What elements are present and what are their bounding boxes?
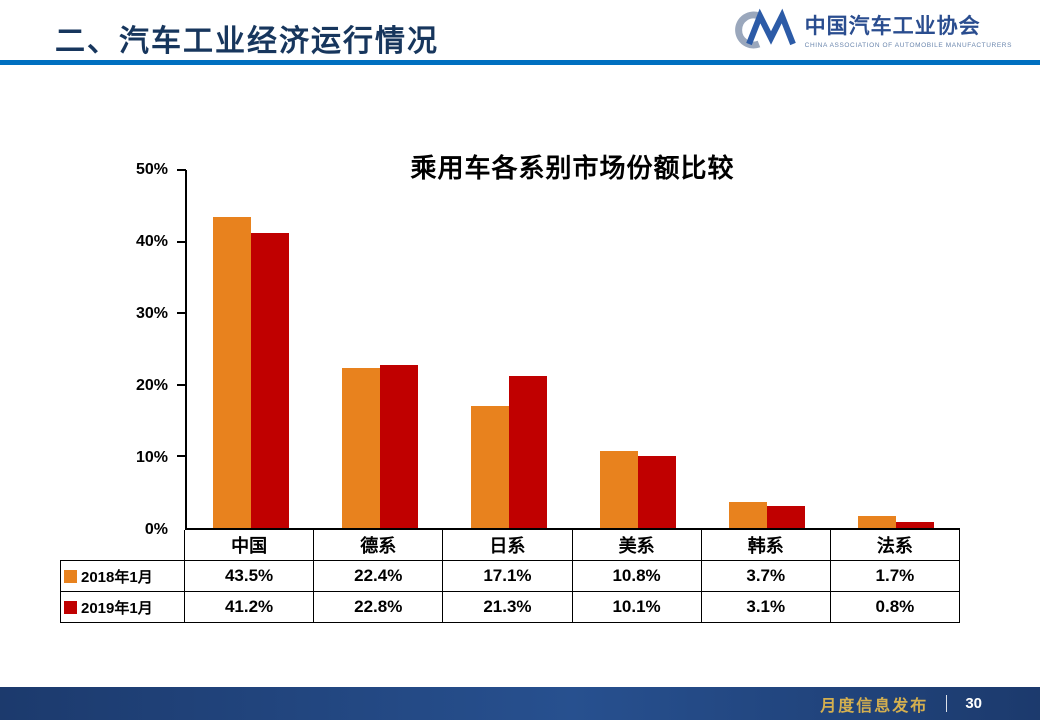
y-axis-labels: 0% 10% 20% 30% 40% 50%: [110, 161, 178, 538]
bar-2019年1月-日系: [509, 375, 548, 528]
category-header-cell: 中国: [185, 530, 315, 561]
bar-2018年1月-日系: [471, 405, 510, 528]
bar-2018年1月-德系: [342, 367, 381, 528]
bar-2019年1月-德系: [380, 364, 419, 528]
value-cell: 0.8%: [830, 592, 960, 623]
value-cell: 1.7%: [830, 561, 960, 592]
legend-swatch: [64, 569, 77, 583]
value-cell: 10.1%: [572, 592, 702, 623]
category-header-cell: 韩系: [701, 530, 831, 561]
page-title: 二、汽车工业经济运行情况: [55, 25, 439, 58]
category-header-cell: 日系: [443, 530, 573, 561]
chart-title: 乘用车各系别市场份额比较: [410, 153, 735, 183]
value-cell: 3.1%: [701, 592, 831, 623]
y-axis-tick-label: 40%: [135, 233, 168, 250]
y-axis-tick-mark: [177, 455, 186, 458]
y-axis-tick-label: 30%: [135, 305, 168, 322]
y-axis-tick-mark: [177, 383, 186, 386]
category-header-cell: 法系: [830, 530, 960, 561]
y-axis-tick-label: 50%: [135, 161, 168, 178]
bar-2018年1月-美系: [599, 450, 638, 528]
caam-logo-icon: [734, 8, 796, 49]
bar-group-美系: [573, 170, 702, 528]
legend-swatch: [64, 600, 77, 614]
category-header-cell: 美系: [572, 530, 702, 561]
value-cell: 10.8%: [572, 561, 702, 592]
value-cell: 22.4%: [314, 561, 444, 592]
value-cell: 17.1%: [443, 561, 573, 592]
y-axis-tick-label: 20%: [135, 377, 168, 394]
table-corner-cell: [60, 530, 185, 561]
y-axis-tick-label: 0%: [144, 521, 168, 538]
data-table: 中国 德系 日系 美系 韩系 法系 2018年1月 43.5% 22.4% 17.1% 10.8% 3…: [60, 530, 960, 623]
caam-logo-name: 中国汽车工业协会: [804, 14, 981, 38]
y-axis-tick-label: 10%: [135, 449, 168, 466]
category-header-cell: 德系: [314, 530, 444, 561]
value-cell: 22.8%: [314, 592, 444, 623]
y-axis-tick-mark: [177, 312, 186, 315]
bar-2019年1月-美系: [637, 455, 676, 528]
bar-2018年1月-韩系: [728, 501, 767, 528]
legend-cell: 2019年1月: [60, 592, 185, 623]
bar-group-韩系: [702, 170, 831, 528]
page-number: 30: [965, 695, 982, 712]
caam-logo-subtitle: CHINA ASSOCIATION OF AUTOMOBILE MANUFACT…: [804, 41, 1012, 49]
y-axis-tick-mark: [177, 169, 186, 171]
plot-area: [177, 169, 960, 530]
bar-2018年1月-法系: [857, 515, 896, 528]
bar-2018年1月-中国: [213, 216, 252, 528]
value-cell: 3.7%: [701, 561, 831, 592]
header-underline: [0, 60, 1040, 65]
value-cell: 21.3%: [443, 592, 573, 623]
footer-label: 月度信息发布: [820, 697, 929, 715]
footer-bar: 月度信息发布 30: [0, 687, 1040, 720]
legend-label: 2018年1月: [81, 568, 153, 586]
caam-logo-text: 中国汽车工业协会 CHINA ASSOCIATION OF AUTOMOBILE…: [805, 10, 1012, 49]
bar-2019年1月-韩系: [766, 505, 805, 528]
caam-logo: 中国汽车工业协会 CHINA ASSOCIATION OF AUTOMOBILE…: [725, 8, 1012, 50]
bar-2019年1月-法系: [895, 522, 934, 528]
footer-divider: [946, 695, 948, 712]
bar-group-德系: [316, 170, 445, 528]
bar-group-法系: [831, 170, 960, 528]
value-cell: 43.5%: [185, 561, 315, 592]
legend-cell: 2018年1月: [60, 561, 185, 592]
bar-group-中国: [187, 170, 316, 528]
bar-group-日系: [445, 170, 574, 528]
y-axis-tick-mark: [177, 240, 186, 243]
bar-2019年1月-中国: [251, 233, 290, 528]
value-cell: 41.2%: [185, 592, 315, 623]
legend-label: 2019年1月: [81, 599, 153, 617]
